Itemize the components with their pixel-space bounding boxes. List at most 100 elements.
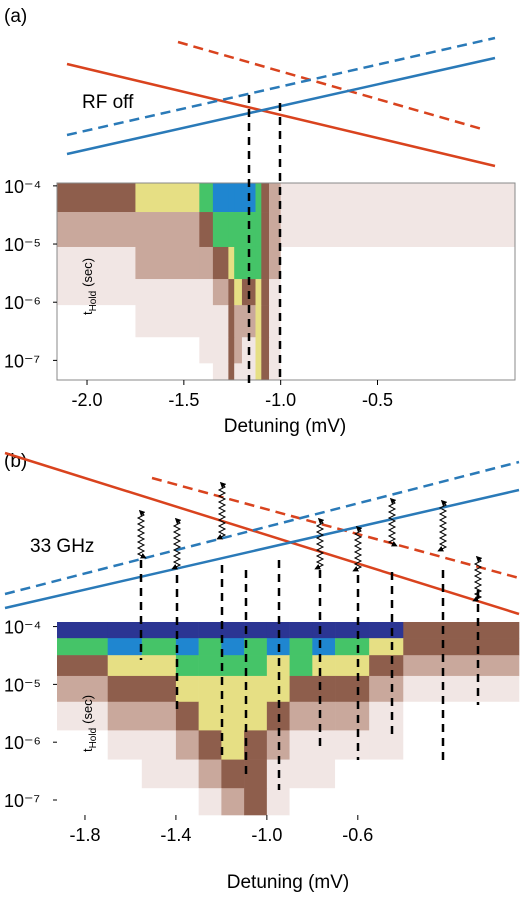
heatmap-cell [244, 655, 268, 677]
heatmap-cell [107, 759, 143, 789]
heatmap-cell [234, 212, 243, 248]
heatmap-cell [403, 788, 520, 816]
heatmap-cell [403, 759, 520, 789]
photon-arrow [171, 517, 182, 570]
y-tick-label: 10⁻⁵ [4, 675, 41, 695]
heatmap-cell [199, 305, 214, 338]
heatmap-cell [198, 638, 222, 656]
heatmap-cell [312, 788, 336, 816]
heatmap-cell [312, 730, 336, 760]
heatmap-cell [198, 730, 222, 760]
photon-arrow [136, 509, 147, 559]
photon-arrow [437, 499, 448, 552]
heatmap-cell [312, 675, 336, 703]
heatmap-cell [107, 730, 143, 760]
heatmap-cell [212, 279, 229, 306]
heatmap-cell [280, 279, 516, 306]
heatmap [57, 622, 520, 816]
y-tick-label: 10⁻⁷ [4, 791, 40, 811]
heatmap-cell [57, 279, 136, 306]
heatmap-cell [221, 759, 245, 789]
heatmap-cell [175, 622, 199, 639]
heatmap-cell [266, 788, 290, 816]
heatmap-cell [369, 788, 404, 816]
heatmap-cell [244, 701, 268, 731]
heatmap-cell [244, 730, 268, 760]
heatmap-cell [269, 212, 281, 248]
heatmap-cell [199, 212, 214, 248]
heatmap-cell [369, 675, 404, 703]
heatmap-cell [57, 305, 136, 338]
heatmap-cell [244, 622, 268, 639]
y-tick-label: 10⁻⁶ [4, 293, 41, 313]
heatmap-cell [57, 730, 109, 760]
heatmap-cell [269, 279, 281, 306]
heatmap-cell [269, 183, 281, 213]
heatmap-cell [228, 305, 235, 338]
heatmap-cell [289, 638, 313, 656]
heatmap-cell [228, 279, 235, 306]
heatmap-cell [198, 655, 222, 677]
heatmap-cell [212, 212, 229, 248]
heatmap-cell [234, 279, 243, 306]
heatmap-cell [261, 212, 270, 248]
heatmap-cell [141, 788, 177, 816]
y-axis-label: tHold (sec) [80, 258, 99, 315]
heatmap-cell [403, 701, 520, 731]
heatmap-cell [280, 212, 516, 248]
heatmap-cell [234, 337, 243, 364]
heatmap-cell [234, 363, 243, 381]
y-label-symbol: t [80, 311, 95, 315]
heatmap-cell [212, 363, 229, 381]
heatmap-cell [198, 759, 222, 789]
x-tick-label: -1.0 [265, 390, 296, 410]
heatmap-cell [228, 337, 235, 364]
heatmap-cell [107, 701, 143, 731]
y-tick-label: 10⁻⁴ [4, 618, 41, 638]
y-label-unit: (sec) [80, 695, 95, 724]
photon-arrow [387, 497, 398, 547]
heatmap-cell [212, 183, 229, 213]
heatmap-cell [57, 759, 109, 789]
x-axis-label: Detuning (mV) [224, 416, 347, 437]
heatmap-cell [335, 675, 370, 703]
heatmap-cell [280, 246, 516, 280]
heatmap-cell [244, 675, 268, 703]
heatmap-cell [57, 246, 136, 280]
heatmap-cell [221, 638, 245, 656]
heatmap-cell [255, 337, 262, 364]
heatmap-cell [244, 788, 268, 816]
heatmap-cell [280, 305, 516, 338]
heatmap-cell [57, 788, 109, 816]
heatmap-cell [57, 638, 109, 656]
y-tick-label: 10⁻⁵ [4, 235, 41, 255]
x-tick-label: -0.5 [362, 390, 393, 410]
heatmap-cell [255, 246, 262, 280]
heatmap-cell [221, 655, 245, 677]
heatmap-cell [335, 730, 370, 760]
heatmap-cell [228, 246, 235, 280]
y-label-subscript: Hold [88, 728, 99, 749]
heatmap-cell [289, 730, 313, 760]
heatmap-cell [57, 212, 136, 248]
heatmap-cell [244, 759, 268, 789]
heatmap-cell [107, 638, 143, 656]
photon-arrow [216, 481, 227, 540]
y-label-symbol: t [80, 748, 95, 752]
heatmap-cell [403, 655, 520, 677]
heatmap-cell [175, 730, 199, 760]
heatmap-cell [175, 759, 199, 789]
heatmap-cell [107, 788, 143, 816]
y-label-unit: (sec) [80, 258, 95, 287]
heatmap-cell [280, 363, 516, 381]
heatmap-cell [57, 701, 109, 731]
heatmap-cell [269, 246, 281, 280]
heatmap-cell [175, 788, 199, 816]
heatmap-cell [57, 655, 109, 677]
y-tick-label: 10⁻⁴ [4, 177, 41, 197]
plot-frame [56, 182, 516, 381]
heatmap-cell [228, 212, 235, 248]
heatmap-cell [335, 759, 370, 789]
heatmap-cell [221, 675, 245, 703]
